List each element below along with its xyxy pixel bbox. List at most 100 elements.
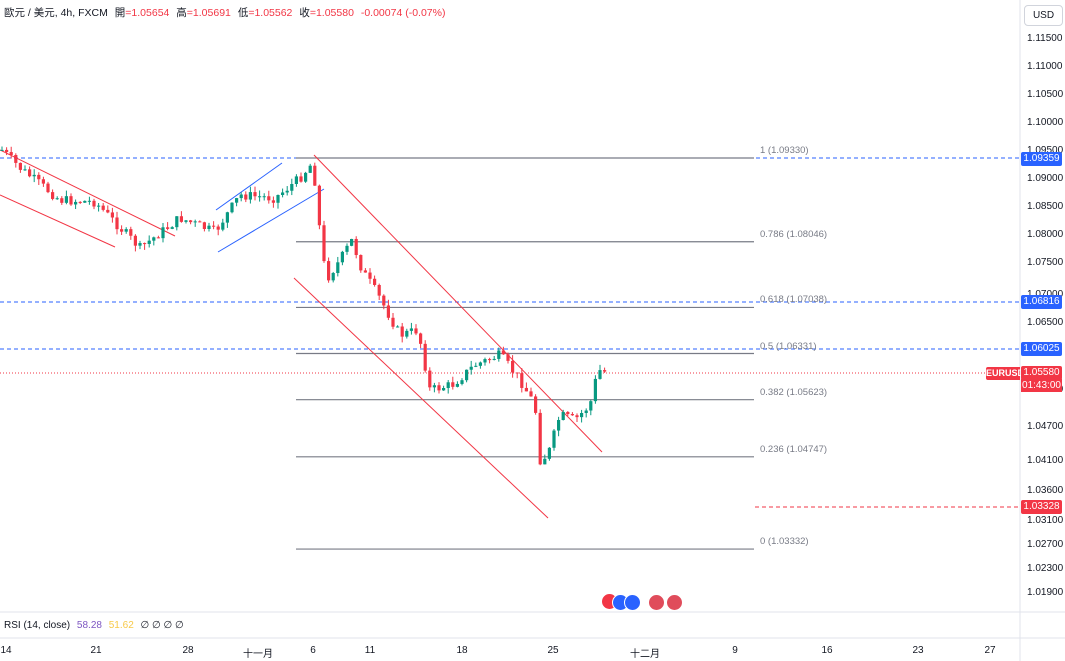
candle: [405, 328, 409, 339]
candle: [64, 190, 68, 205]
candle: [156, 235, 160, 239]
candle: [202, 221, 206, 232]
candle: [216, 224, 220, 236]
candle: [561, 409, 565, 421]
candle: [317, 184, 321, 230]
price-tick: 1.06500: [1027, 317, 1064, 328]
candle: [87, 196, 91, 205]
candle: [543, 454, 547, 465]
candle: [28, 166, 32, 178]
candle: [557, 416, 561, 437]
rsi-label: RSI (14, close): [4, 620, 71, 631]
candle: [322, 220, 326, 263]
candle: [97, 203, 101, 212]
candle: [327, 257, 331, 283]
candle: [396, 325, 400, 328]
high-value: =1.05691: [186, 7, 231, 19]
candle: [359, 254, 363, 273]
candle: [483, 357, 487, 366]
candle: [501, 346, 505, 355]
time-tick: 18: [456, 645, 468, 656]
time-tick: 9: [732, 645, 738, 656]
candle: [69, 193, 73, 206]
candle: [248, 186, 252, 204]
currency-button[interactable]: USD: [1024, 5, 1063, 26]
price-label-hline-3: 1.06025: [1021, 342, 1062, 356]
candle: [437, 382, 441, 394]
fib-level-label: 0.382 (1.05623): [760, 386, 828, 398]
candle: [9, 146, 13, 159]
candle: [207, 222, 211, 232]
price-tick: 1.11500: [1027, 33, 1063, 44]
candle: [451, 376, 455, 390]
price-tick: 1.08500: [1027, 201, 1064, 212]
candle: [175, 216, 179, 231]
time-tick: 11: [364, 645, 376, 656]
time-tick: 23: [912, 645, 924, 656]
price-tick: 1.09500: [1027, 145, 1064, 156]
symbol-name[interactable]: 歐元 / 美元, 4h, FXCM: [4, 7, 108, 19]
candle: [101, 203, 105, 212]
drawings-layer: [0, 149, 1020, 550]
candle: [584, 408, 588, 418]
candle: [308, 163, 312, 174]
candle: [170, 226, 174, 230]
event-us-flag-icon-2[interactable]: [624, 594, 641, 611]
candle: [442, 385, 446, 391]
price-tick: 1.03100: [1027, 515, 1064, 526]
high-label: 高: [176, 7, 187, 19]
time-tick: 16: [821, 645, 833, 656]
candle: [198, 220, 202, 223]
candle: [400, 322, 404, 343]
candle: [120, 225, 124, 235]
price-tick: 1.03600: [1027, 485, 1064, 496]
candle: [593, 375, 597, 404]
time-tick: 27: [984, 645, 996, 656]
rsi-ma-value: 51.62: [108, 620, 134, 631]
event-us-flag-icon-4[interactable]: [666, 594, 683, 611]
price-tick: 1.10500: [1027, 89, 1064, 100]
candle: [354, 236, 358, 259]
open-label: 開: [114, 7, 126, 19]
candle: [428, 367, 432, 391]
channel-line: [0, 149, 176, 237]
candle: [373, 275, 377, 287]
price-label-hline-2: 1.06816: [1021, 295, 1062, 309]
low-value: =1.05562: [248, 7, 293, 19]
candle: [336, 256, 340, 277]
candle: [124, 227, 128, 234]
candle: [488, 357, 492, 364]
candle: [0, 146, 4, 151]
candle: [345, 243, 349, 255]
candle: [285, 186, 289, 196]
candle: [23, 165, 27, 171]
candle: [432, 382, 436, 393]
candle: [538, 409, 542, 466]
time-tick: 28: [182, 645, 194, 656]
candle: [161, 223, 165, 243]
fib-level-label: 0.236 (1.04747): [760, 443, 828, 455]
candle: [497, 347, 501, 362]
candle: [524, 382, 528, 392]
candle: [469, 360, 473, 375]
candle: [423, 340, 427, 373]
candle: [350, 238, 354, 247]
candle: [212, 221, 216, 230]
candle: [41, 176, 45, 187]
candle: [391, 312, 395, 330]
candle: [529, 387, 533, 397]
rsi-extra-values: ∅ ∅ ∅ ∅: [140, 620, 184, 631]
rsi-legend[interactable]: RSI (14, close) 58.28 51.62 ∅ ∅ ∅ ∅: [4, 620, 188, 631]
price-tick: 1.11000: [1027, 61, 1063, 72]
time-tick: 25: [547, 645, 559, 656]
candle: [46, 181, 50, 194]
candle: [225, 211, 229, 228]
time-tick: 十一月: [243, 649, 273, 660]
price-tick: 1.07000: [1027, 289, 1063, 300]
event-us-flag-icon-3[interactable]: [648, 594, 665, 611]
candle: [18, 162, 22, 173]
candle: [603, 367, 607, 373]
candle: [262, 193, 266, 201]
price-tick: 1.10000: [1027, 117, 1064, 128]
